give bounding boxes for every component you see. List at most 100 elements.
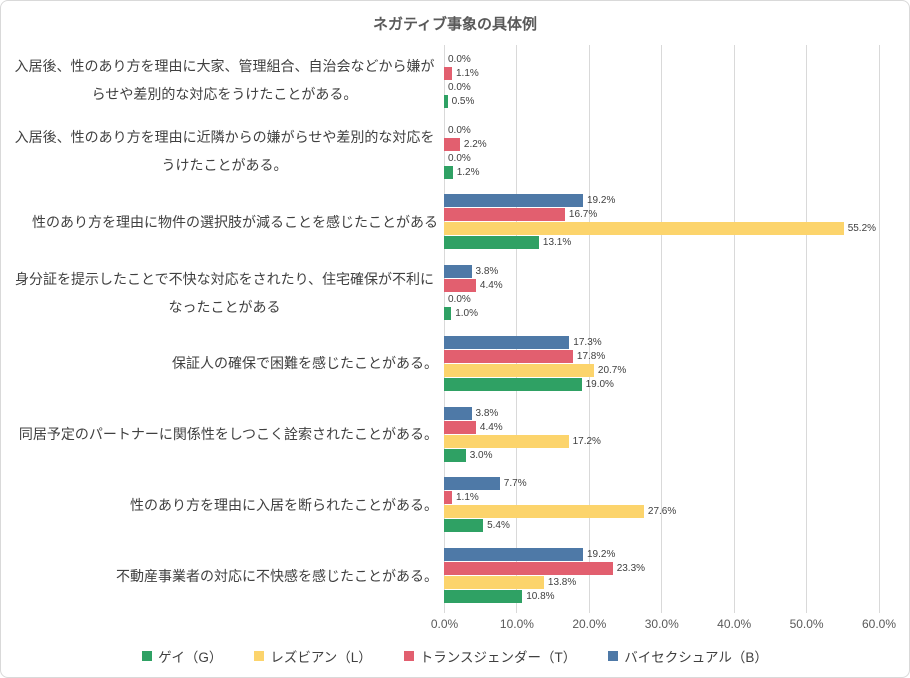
bar-row: 2.2% [444, 137, 909, 151]
bar-row: 3.8% [444, 406, 909, 420]
bar-value-label: 10.8% [526, 591, 555, 603]
bar [444, 377, 582, 391]
bar-cluster: 19.2% 16.7% 55.2% 13.1% [444, 187, 909, 258]
x-axis: 0.0% 10.0% 20.0% 30.0% 40.0% 50.0% 60.0% [1, 617, 909, 633]
bar-value-label: 4.4% [479, 280, 503, 292]
bar-row: 0.0% [444, 81, 909, 94]
bar-row: 19.2% [444, 548, 909, 562]
bar [444, 165, 453, 179]
bar-value-label: 27.6% [647, 506, 677, 518]
bar-value-label: 16.7% [568, 209, 598, 221]
bar [444, 349, 573, 363]
x-axis-tick-label: 10.0% [499, 617, 534, 631]
bar-value-label: 0.0% [448, 294, 471, 306]
x-axis-tick-label: 40.0% [717, 617, 752, 631]
gridline [661, 45, 663, 613]
legend-label: ゲイ（G） [158, 650, 223, 665]
bar-value-label: 3.8% [475, 266, 499, 278]
bar [444, 66, 452, 80]
bar [444, 208, 565, 222]
bar-row: 0.5% [444, 94, 909, 108]
category-label: 身分証を提示したことで不快な対応をされたり、住宅確保が不利になったことがある [14, 270, 435, 315]
category-label-cell: 保証人の確保で困難を感じたことがある。 [1, 328, 444, 399]
bar-row: 17.3% [444, 335, 909, 349]
bar-value-label: 1.0% [455, 308, 478, 320]
bar-row: 3.8% [444, 265, 909, 279]
category-label: 性のあり方を理由に物件の選択肢が減ることを感じたことがある [32, 213, 438, 230]
bar-row: 1.2% [444, 165, 909, 179]
bar-row: 23.3% [444, 562, 909, 576]
category-label-cell: 身分証を提示したことで不快な対応をされたり、住宅確保が不利になったことがある [1, 257, 444, 328]
bar-value-label: 0.0% [448, 124, 471, 136]
legend-swatch [254, 651, 265, 661]
bar-row: 13.8% [444, 576, 909, 590]
category-label: 入居後、性のあり方を理由に大家、管理組合、自治会などから嫌がらせや差別的な対応を… [14, 58, 435, 103]
legend: ゲイ（G） レズビアン（L） トランスジェンダー（T） バイセクシュアル（B） [1, 644, 909, 668]
x-axis-tick-label: 50.0% [789, 617, 824, 631]
bar-value-label: 5.4% [487, 520, 510, 532]
bar [444, 519, 484, 533]
category-row: 入居後、性のあり方を理由に近隣からの嫌がらせや差別的な対応をうけたことがある。 0… [1, 116, 909, 187]
bar [444, 94, 448, 108]
gridline [878, 45, 880, 613]
category-label: 入居後、性のあり方を理由に近隣からの嫌がらせや差別的な対応をうけたことがある。 [14, 129, 435, 174]
gridline [516, 45, 518, 613]
gridline [733, 45, 735, 613]
bar-value-label: 0.0% [448, 53, 471, 65]
bar-row: 5.4% [444, 519, 909, 533]
bar-value-label: 19.2% [587, 195, 616, 207]
bar-value-label: 4.4% [479, 421, 503, 433]
x-axis-tick-label: 60.0% [861, 617, 897, 631]
bar-cluster: 3.8% 4.4% 17.2% 3.0% [444, 399, 909, 470]
category-label-cell: 不動産事業者の対応に不快感を感じたことがある。 [1, 540, 444, 611]
bar [444, 335, 570, 349]
bar-value-label: 7.7% [503, 478, 527, 490]
bar-row: 27.6% [444, 505, 909, 519]
category-label-cell: 性のあり方を理由に入居を断られたことがある。 [1, 470, 444, 541]
bar [444, 477, 500, 491]
bar-cluster: 7.7% 1.1% 27.6% 5.4% [444, 470, 909, 541]
bar [444, 279, 476, 293]
bar-cluster: 17.3% 17.8% 20.7% 19.0% [444, 328, 909, 399]
bar [444, 307, 452, 321]
category-label: 同居予定のパートナーに関係性をしつこく詮索されたことがある。 [18, 426, 438, 443]
legend-label: レズビアン（L） [270, 650, 372, 665]
category-row: 保証人の確保で困難を感じたことがある。 17.3% 17.8% 20.7% 19.0% [1, 328, 909, 399]
gridline [588, 45, 590, 613]
bar-row: 0.0% [444, 53, 909, 66]
category-row: 性のあり方を理由に物件の選択肢が減ることを感じたことがある 19.2% 16.7% 5… [1, 187, 909, 258]
bar-row: 19.2% [444, 194, 909, 208]
legend-swatch [608, 651, 619, 661]
bar [444, 590, 523, 604]
legend-label: バイセクシュアル（B） [624, 650, 768, 665]
bar-value-label: 0.0% [448, 152, 471, 164]
bar-cluster: 3.8% 4.4% 0.0% 1.0% [444, 257, 909, 328]
bar-row: 1.1% [444, 491, 909, 505]
bar-row: 1.0% [444, 307, 909, 321]
category-label: 不動産事業者の対応に不快感を感じたことがある。 [116, 567, 438, 584]
bar [444, 491, 452, 505]
category-label-cell: 入居後、性のあり方を理由に大家、管理組合、自治会などから嫌がらせや差別的な対応を… [1, 45, 444, 116]
bar-row: 4.4% [444, 279, 909, 293]
bar-value-label: 17.8% [576, 350, 606, 362]
bar-row: 0.0% [444, 152, 909, 165]
bar-row: 17.2% [444, 434, 909, 448]
plot-gridlines [444, 45, 880, 613]
bar-value-label: 17.3% [573, 336, 602, 348]
bar [444, 448, 466, 462]
category-label: 保証人の確保で困難を感じたことがある。 [172, 355, 438, 372]
bar [444, 222, 844, 236]
bar-value-label: 2.2% [463, 138, 487, 150]
bar-value-label: 17.2% [572, 435, 601, 447]
bar-row: 19.0% [444, 377, 909, 391]
bar [444, 548, 583, 562]
bar [444, 363, 594, 377]
bar [444, 420, 476, 434]
bar-row: 3.0% [444, 448, 909, 462]
bar [444, 236, 539, 250]
bar [444, 576, 544, 590]
bar [444, 137, 460, 151]
gridline [806, 45, 808, 613]
bar-value-label: 19.0% [585, 378, 614, 390]
